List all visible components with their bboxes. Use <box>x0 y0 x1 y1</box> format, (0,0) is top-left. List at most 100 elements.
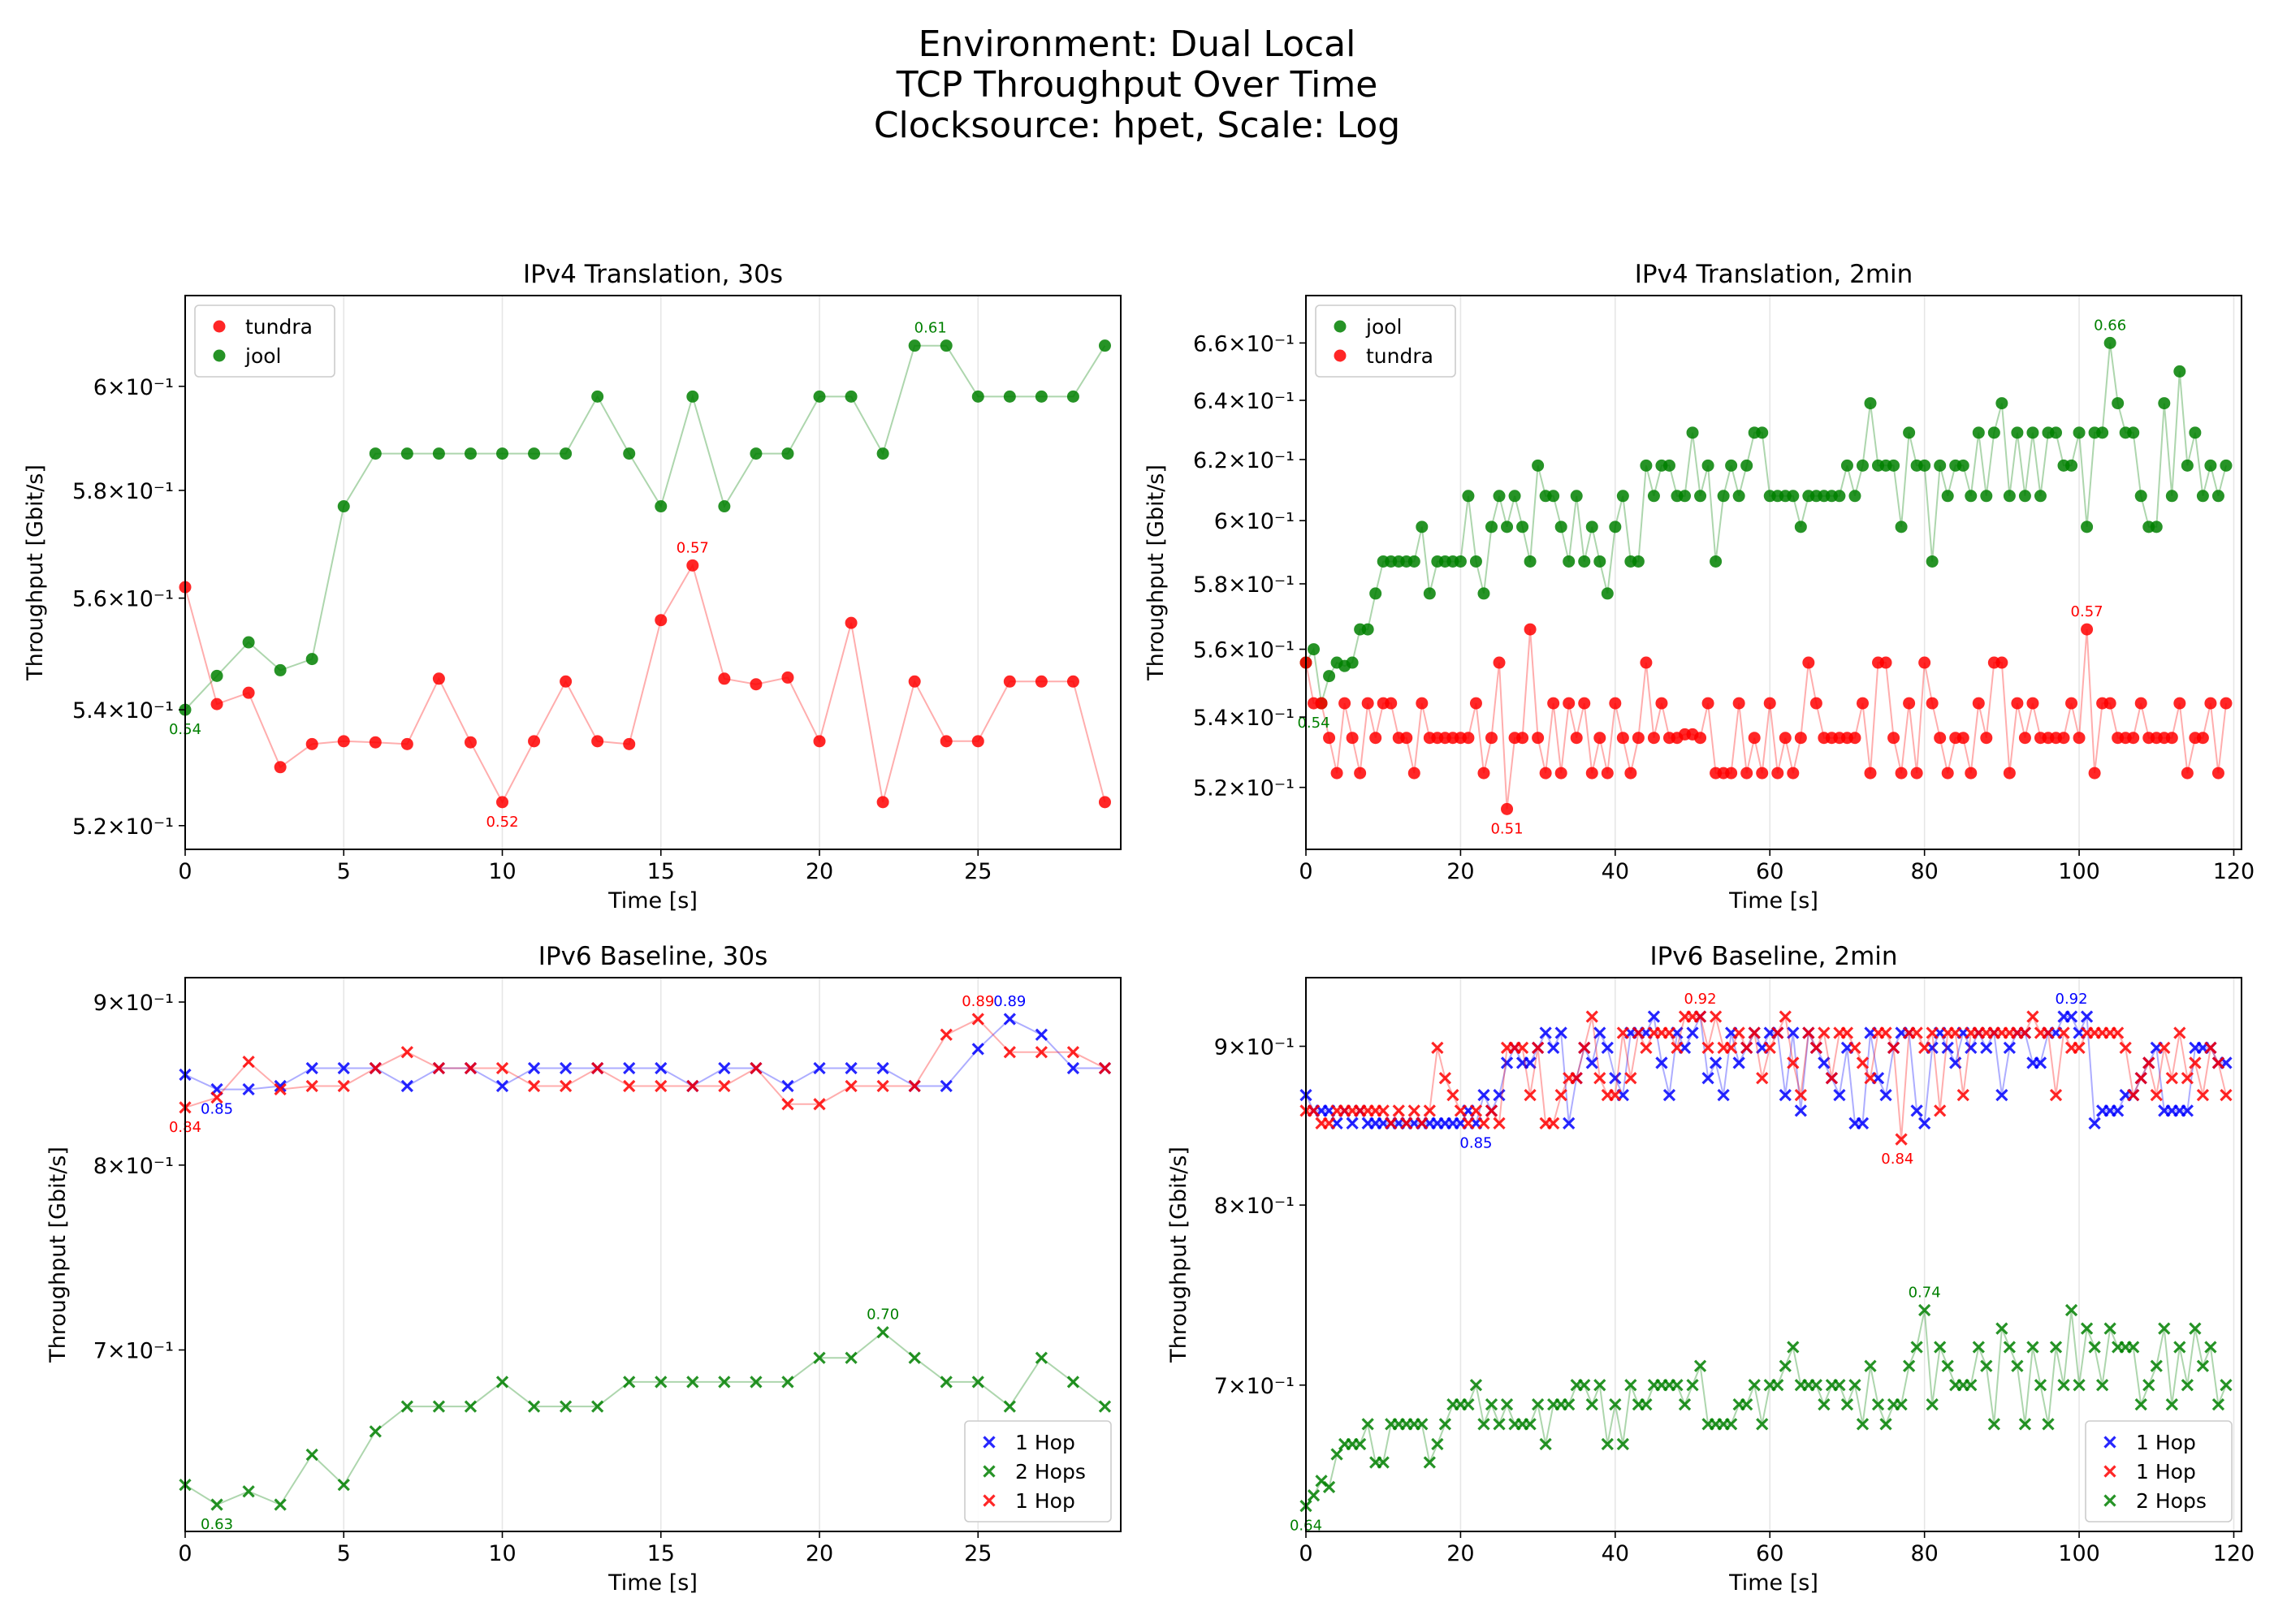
data-point <box>432 447 445 460</box>
data-point <box>369 1425 382 1438</box>
data-label: 0.52 <box>486 814 518 831</box>
data-point <box>1732 697 1745 710</box>
data-point <box>655 500 668 513</box>
x-tick-label: 80 <box>1910 859 1938 884</box>
data-point <box>400 447 413 460</box>
data-label: 0.61 <box>914 320 947 337</box>
data-point <box>1965 767 1978 780</box>
legend-marker <box>983 1465 996 1478</box>
data-point <box>1756 1072 1769 1085</box>
data-point <box>1035 390 1048 403</box>
x-tick-label: 60 <box>1756 1541 1783 1566</box>
legend-entry: 1 Hop <box>2136 1431 2196 1454</box>
x-axis-label: Time [s] <box>607 1570 698 1596</box>
data-point <box>1338 697 1351 710</box>
data-point <box>1469 1379 1483 1392</box>
data-point <box>2211 1398 2225 1411</box>
data-point <box>1679 490 1692 503</box>
data-point <box>496 796 509 809</box>
data-label: 0.51 <box>1490 820 1523 837</box>
data-point <box>1593 555 1606 568</box>
data-point <box>527 1061 541 1075</box>
data-point <box>1640 459 1653 472</box>
data-point <box>718 1079 731 1093</box>
data-point <box>1879 1418 1892 1431</box>
data-point <box>2204 1341 2217 1354</box>
data-point <box>2165 1072 2178 1085</box>
legend-marker <box>1334 349 1347 362</box>
data-point <box>876 1061 889 1075</box>
data-point <box>2073 1379 2086 1392</box>
series-line-2 <box>1305 629 2227 810</box>
data-point <box>1926 555 1939 568</box>
data-point <box>1980 1359 1993 1372</box>
data-point <box>1531 1041 1545 1054</box>
chart-panel-3: 0.850.890.630.700.840.890 5 10 15 20 257×10⁻¹… <box>45 942 1122 1596</box>
y-tick-label: 7×10⁻¹ <box>1214 1374 1295 1399</box>
data-point <box>813 1351 826 1364</box>
data-point <box>1066 675 1079 688</box>
data-point <box>2196 490 2209 503</box>
data-label: 0.89 <box>962 993 994 1010</box>
data-point <box>1763 1041 1776 1054</box>
data-point <box>210 698 223 710</box>
data-point <box>2150 1359 2163 1372</box>
series-line-3 <box>184 1017 1105 1108</box>
data-point <box>559 1061 573 1075</box>
data-label: 0.92 <box>1684 991 1717 1008</box>
data-point <box>1035 1046 1048 1059</box>
data-point <box>940 735 953 748</box>
data-point <box>1794 1104 1807 1117</box>
data-point <box>2196 1088 2210 1102</box>
data-point <box>2196 1359 2210 1372</box>
data-point <box>1354 767 1367 780</box>
y-tick-label: 5.6×10⁻¹ <box>1193 638 1295 663</box>
data-point <box>2049 1341 2063 1354</box>
data-point <box>1578 1379 1591 1392</box>
data-point <box>1771 1379 1784 1392</box>
data-point <box>655 1376 668 1389</box>
data-point <box>1926 1026 1939 1039</box>
legend-entry: tundra <box>245 315 313 339</box>
data-point <box>1856 459 1869 472</box>
data-point <box>2189 1322 2202 1335</box>
data-point <box>591 735 604 748</box>
data-point <box>1493 1088 1506 1102</box>
x-tick-label: 60 <box>1756 859 1783 884</box>
data-point <box>1624 767 1637 780</box>
data-label: 0.57 <box>2071 603 2103 620</box>
data-point <box>1701 1041 1714 1054</box>
x-tick-label: 80 <box>1910 1541 1938 1566</box>
data-point <box>2127 732 2140 745</box>
data-point <box>1609 1398 1622 1411</box>
data-point <box>495 1079 509 1093</box>
x-tick-label: 10 <box>488 1541 516 1566</box>
data-point <box>1369 587 1382 600</box>
data-label: 0.84 <box>1881 1151 1913 1168</box>
data-point <box>1407 1104 1420 1117</box>
data-point <box>1725 1041 1738 1054</box>
x-axis-label: Time [s] <box>1728 888 1818 914</box>
data-point <box>1910 767 1923 780</box>
data-point <box>1879 1088 1892 1102</box>
data-point <box>1701 459 1714 472</box>
data-point <box>845 1061 858 1075</box>
chart-title: IPv6 Baseline, 2min <box>1649 942 1897 971</box>
data-point <box>1438 1418 1452 1431</box>
data-point <box>1647 1010 1661 1023</box>
data-point <box>274 761 287 774</box>
data-point <box>1098 339 1111 352</box>
data-point <box>2026 1341 2039 1354</box>
data-point <box>2034 1379 2047 1392</box>
data-point <box>1678 1398 1692 1411</box>
data-point <box>1918 656 1931 669</box>
data-point <box>1585 767 1598 780</box>
chart-title: IPv6 Baseline, 30s <box>538 942 768 971</box>
data-point <box>781 671 794 684</box>
data-point <box>591 1400 604 1413</box>
data-point <box>1972 1341 1985 1354</box>
data-point <box>655 1079 668 1093</box>
data-point <box>2173 1026 2186 1039</box>
data-point <box>1609 697 1622 710</box>
data-point <box>591 390 604 403</box>
